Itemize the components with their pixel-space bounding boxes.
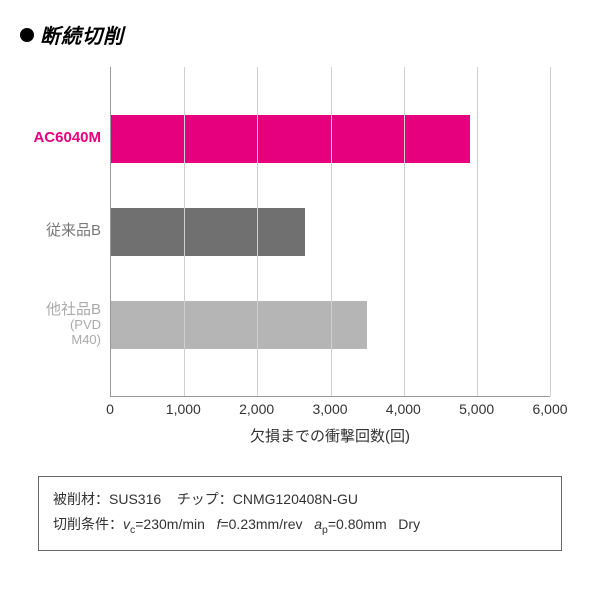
bar-label: AC6040M bbox=[21, 130, 111, 147]
grid-line bbox=[404, 67, 405, 396]
x-tick: 1,000 bbox=[166, 401, 201, 417]
x-tick: 2,000 bbox=[239, 401, 274, 417]
grid-line bbox=[331, 67, 332, 396]
bar-label: 従来品B bbox=[21, 223, 111, 240]
ap-val: =0.80mm bbox=[328, 516, 387, 532]
chip: チップ：CNMG120408N-GU bbox=[177, 491, 358, 507]
material: 被削材：SUS316 bbox=[53, 491, 161, 507]
conditions-line-1: 被削材：SUS316 チップ：CNMG120408N-GU bbox=[53, 487, 547, 512]
cond-prefix: 切削条件： bbox=[53, 516, 123, 532]
bar bbox=[111, 115, 470, 163]
dry: Dry bbox=[398, 516, 420, 532]
chart: AC6040M従来品B他社品B(PVDM40) 01,0002,0003,000… bbox=[110, 67, 550, 446]
vc-sym: v bbox=[123, 516, 130, 532]
grid-line bbox=[477, 67, 478, 396]
vc-val: =230m/min bbox=[135, 516, 205, 532]
chart-title: 断続切削 bbox=[40, 20, 124, 49]
bar-sublabel: M40) bbox=[21, 333, 101, 347]
ap-sym: a bbox=[314, 516, 322, 532]
x-tick: 5,000 bbox=[459, 401, 494, 417]
plot-area: AC6040M従来品B他社品B(PVDM40) bbox=[110, 67, 550, 397]
x-tick: 3,000 bbox=[312, 401, 347, 417]
f-val: =0.23mm/rev bbox=[220, 516, 302, 532]
title-bullet bbox=[20, 28, 34, 42]
x-axis-label: 欠損までの衝撃回数(回) bbox=[110, 425, 550, 446]
x-tick: 4,000 bbox=[386, 401, 421, 417]
bar bbox=[111, 301, 367, 349]
x-tick: 6,000 bbox=[532, 401, 567, 417]
bar-label: 他社品B(PVDM40) bbox=[21, 302, 111, 347]
conditions-box: 被削材：SUS316 チップ：CNMG120408N-GU 切削条件：vc=23… bbox=[38, 476, 562, 551]
grid-line bbox=[257, 67, 258, 396]
x-tick: 0 bbox=[106, 401, 114, 417]
bar bbox=[111, 208, 305, 256]
x-ticks: 01,0002,0003,0004,0005,0006,000 bbox=[110, 401, 550, 423]
conditions-line-2: 切削条件：vc=230m/min f=0.23mm/rev ap=0.80mm … bbox=[53, 512, 547, 540]
grid-line bbox=[184, 67, 185, 396]
bar-sublabel: (PVD bbox=[21, 318, 101, 332]
chart-title-row: 断続切削 bbox=[20, 20, 580, 49]
grid-line bbox=[550, 67, 551, 396]
